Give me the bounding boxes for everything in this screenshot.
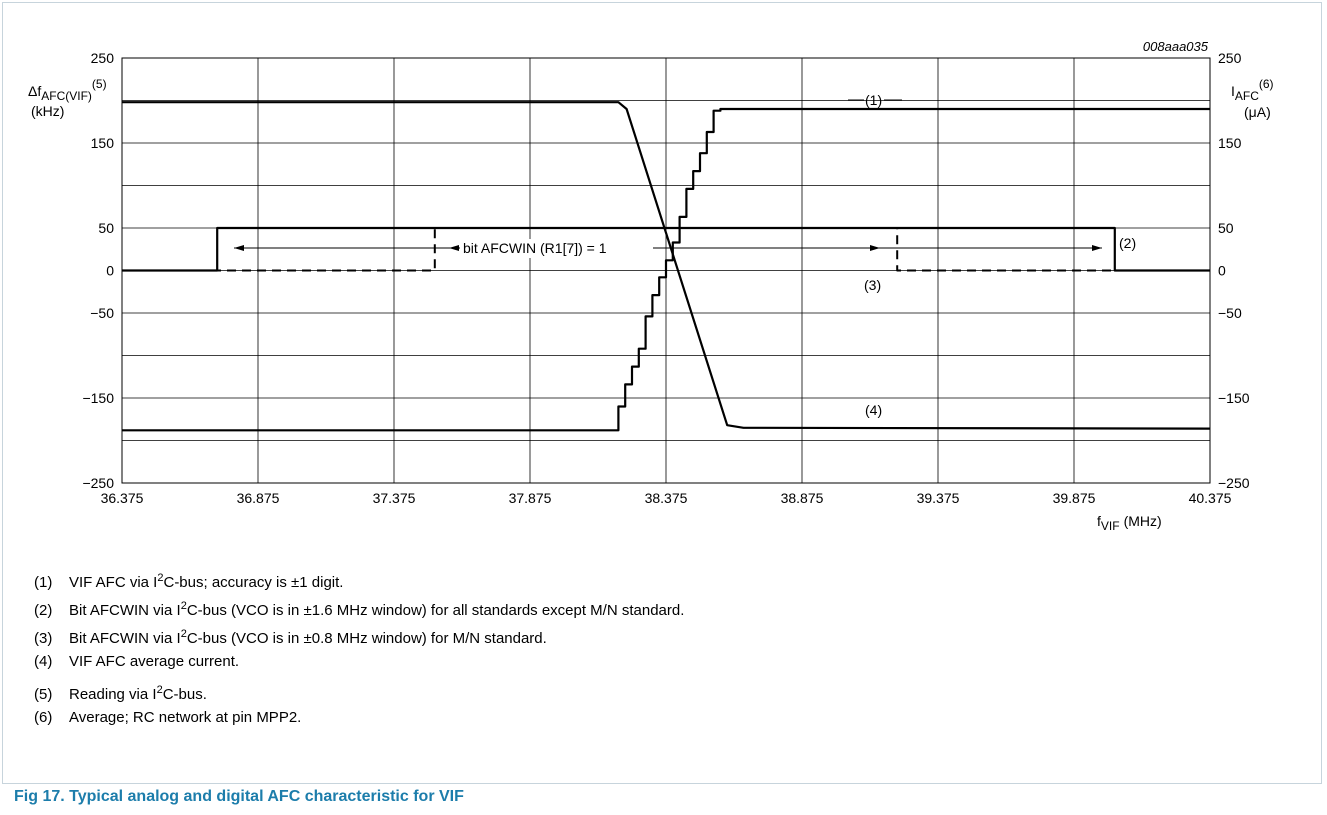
curve-label-2: (2)	[1119, 235, 1136, 251]
window-arrow-text-bg	[460, 239, 653, 258]
chart-series	[122, 101, 1211, 432]
footnote-number: (6)	[34, 709, 53, 726]
figure-caption: Fig 17. Typical analog and digital AFC c…	[14, 788, 464, 805]
footnote-2: (2) Bit AFCWIN via I2C-bus (VCO is in ±1.…	[34, 596, 684, 621]
y-left-axis-unit: (kHz)	[31, 103, 64, 119]
m-n-window-arrow-right-head	[870, 245, 880, 251]
x-tick-label-6: 39.375	[917, 490, 960, 506]
footnote-text-cont: C-bus; accuracy is ±1 digit.	[163, 574, 344, 591]
footnote-number: (4)	[34, 653, 53, 670]
afc-chart: 36.375 36.875 37.375 37.875 38.375 38.875 39.3…	[28, 39, 1274, 533]
y-left-tick-label-1: 150	[91, 135, 115, 151]
window-arrow-left-head	[234, 245, 244, 251]
y-left-tick-label-4: −50	[90, 305, 114, 321]
footnote-text: VIF AFC via I	[69, 574, 158, 591]
x-tick-label-4: 38.375	[645, 490, 688, 506]
y-right-tick-label-1: 150	[1218, 135, 1242, 151]
series-line-1	[122, 107, 1210, 432]
footnote-text: Reading via I	[69, 686, 157, 703]
y-right-tick-label-0: 250	[1218, 50, 1242, 66]
y-left-tick-label-3: 0	[106, 263, 114, 279]
y-right-axis-unit: (μA)	[1244, 104, 1271, 120]
window-arrow-text: bit AFCWIN (R1[7]) = 1	[463, 240, 607, 256]
footnote-superscript: 2	[156, 684, 163, 696]
footnote-number: (1)	[34, 574, 53, 591]
footnote-superscript: 2	[180, 600, 187, 612]
footnote-6: (6) Average; RC network at pin MPP2.	[34, 708, 301, 728]
x-tick-label-8: 40.375	[1189, 490, 1232, 506]
footnote-number: (5)	[34, 686, 53, 703]
series-line-4	[122, 101, 1211, 430]
y-right-tick-label-6: −250	[1218, 475, 1250, 491]
y-right-tick-label-2: 50	[1218, 220, 1234, 236]
x-tick-label-7: 39.875	[1053, 490, 1096, 506]
footnote-superscript: 2	[157, 572, 164, 584]
y-right-tick-label-3: 0	[1218, 263, 1226, 279]
footnote-text: Bit AFCWIN via I	[69, 630, 181, 647]
chart-grid	[121, 57, 1211, 484]
footnote-3: (3) Bit AFCWIN via I2C-bus (VCO is in ±0.…	[34, 624, 547, 649]
x-tick-label-0: 36.375	[101, 490, 144, 506]
curve-label-1: (1)	[865, 92, 882, 108]
footnote-text: Average; RC network at pin MPP2.	[69, 709, 302, 726]
figure-id: 008aaa035	[1143, 39, 1209, 54]
curve-label-3: (3)	[864, 277, 881, 293]
footnote-text-cont: C-bus (VCO is in ±1.6 MHz window) for al…	[186, 602, 685, 619]
y-left-axis-label: ΔfAFC(VIF)(5)	[28, 77, 107, 103]
y-right-tick-label-4: −50	[1218, 305, 1242, 321]
x-tick-label-2: 37.375	[373, 490, 416, 506]
footnote-text: Bit AFCWIN via I	[69, 602, 181, 619]
x-tick-label-1: 36.875	[237, 490, 280, 506]
y-right-tick-label-5: −150	[1218, 390, 1250, 406]
y-left-tick-label-0: 250	[91, 50, 115, 66]
series-line-3	[122, 227, 1210, 272]
y-left-tick-label-5: −150	[82, 390, 114, 406]
y-left-tick-label-6: −250	[82, 475, 114, 491]
footnote-text: VIF AFC average current.	[69, 653, 240, 670]
footnote-superscript: 2	[180, 628, 187, 640]
curve-label-4: (4)	[865, 402, 882, 418]
footnote-number: (2)	[34, 602, 53, 619]
chart-ticks: 36.375 36.875 37.375 37.875 38.375 38.875 39.3…	[82, 50, 1249, 506]
caption-bar: Fig 17. Typical analog and digital AFC c…	[2, 783, 1322, 810]
m-n-window-arrow-left-head	[449, 245, 459, 251]
y-left-tick-label-2: 50	[98, 220, 114, 236]
footnote-4: (4) VIF AFC average current.	[34, 652, 239, 672]
x-tick-label-5: 38.875	[781, 490, 824, 506]
footnote-5: (5) Reading via I2C-bus.	[34, 680, 207, 705]
window-arrow-right-head	[1092, 245, 1102, 251]
footnote-number: (3)	[34, 630, 53, 647]
footnote-text-cont: C-bus (VCO is in ±0.8 MHz window) for M/…	[186, 630, 547, 647]
footnote-text-cont: C-bus.	[162, 686, 207, 703]
y-right-axis-label: IAFC(6)	[1231, 77, 1274, 103]
x-tick-label-3: 37.875	[509, 490, 552, 506]
x-axis-label: fVIF (MHz)	[1097, 513, 1162, 533]
footnote-1: (1) VIF AFC via I2C-bus; accuracy is ±1 d…	[34, 568, 343, 593]
